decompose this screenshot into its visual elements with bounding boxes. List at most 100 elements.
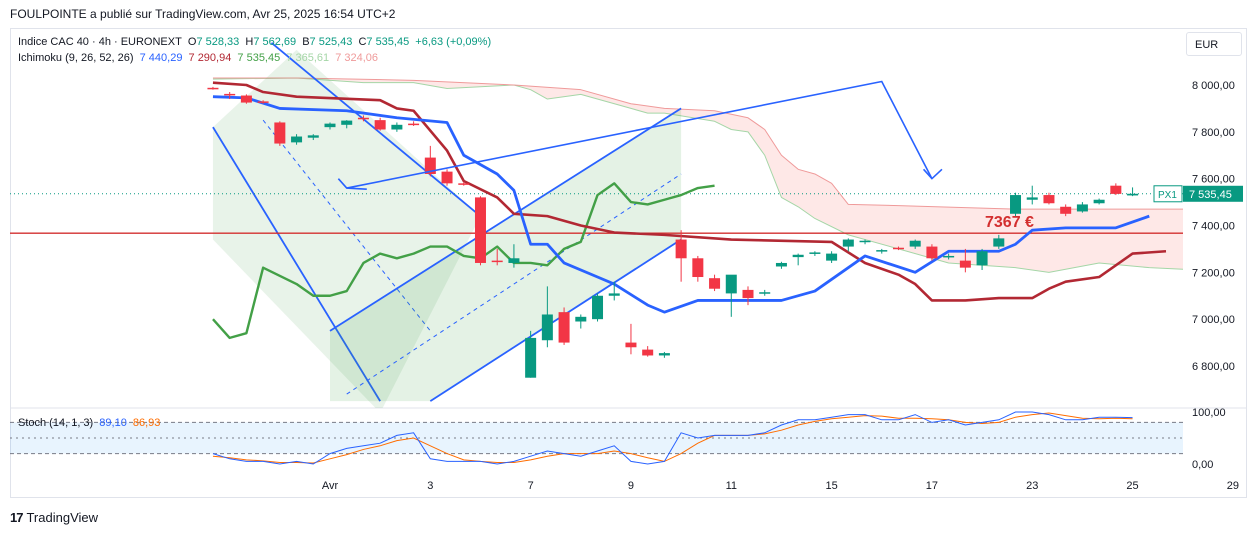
tenkan-line: [212, 95, 1150, 314]
candle-bull: [826, 253, 838, 261]
footer-brand[interactable]: TradingView: [26, 510, 99, 525]
candle-bull: [658, 353, 670, 356]
candle-bear: [926, 246, 938, 259]
annotation-arrow-path: [346, 80, 933, 189]
main-legend: Indice CAC 40 · 4h · EURONEXT O7 528,33 …: [18, 35, 494, 49]
candle-bear: [692, 258, 704, 278]
close-value: 7 535,45: [366, 36, 410, 48]
candle-bear: [458, 183, 470, 185]
ichimoku-label[interactable]: Ichimoku (9, 26, 52, 26): [18, 52, 134, 64]
close-label: C: [358, 36, 367, 48]
ichimoku-cloud: [518, 85, 1183, 273]
candle-bear: [1060, 206, 1072, 214]
stoch-band-fill: [10, 422, 1183, 454]
price-tag-value: 7 535,45: [1189, 189, 1232, 201]
price-axis-tick-label: 8 000,00: [1192, 80, 1235, 92]
senkou-a-line: [212, 77, 1183, 273]
candle-bull: [993, 238, 1005, 247]
candle-bear: [408, 123, 420, 126]
ichimoku-chikou-value: 7 535,45: [237, 52, 281, 64]
ichimoku-legend: Ichimoku (9, 26, 52, 26) 7 440,29 7 290,…: [18, 51, 381, 65]
price-axis-tick-label: 7 200,00: [1192, 267, 1235, 279]
candle-bear: [441, 171, 453, 184]
kijun-line: [212, 81, 1167, 302]
price-axis-tick-label: 7 600,00: [1192, 174, 1235, 186]
candle-bull: [291, 136, 303, 143]
high-value: 7 562,69: [253, 36, 297, 48]
candle-bull: [1127, 193, 1139, 196]
ascending-lower-line: [429, 238, 682, 402]
candle-bear: [491, 260, 503, 263]
stoch-k-value: 89,10: [99, 417, 127, 429]
ascending-mid-line: [346, 173, 682, 395]
symbol-label[interactable]: Indice CAC 40 · 4h · EURONEXT: [18, 36, 182, 48]
candle-bull: [592, 295, 604, 320]
high-label: H: [245, 36, 254, 48]
time-axis-tick-label: 29: [1227, 480, 1239, 492]
candle-bull: [876, 250, 888, 252]
time-axis-tick-label: 7: [528, 480, 534, 492]
candle-bull: [809, 252, 821, 254]
candle-bull: [775, 262, 787, 267]
price-axis-tick-label: 7 800,00: [1192, 127, 1235, 139]
candle-bear: [1043, 195, 1055, 204]
candle-bear: [959, 260, 971, 268]
currency-button[interactable]: EUR: [1186, 32, 1242, 56]
candle-bull: [575, 316, 587, 322]
candle-bull: [525, 337, 537, 378]
stoch-axis-tick-label: 100,00: [1192, 407, 1226, 419]
chart-frame: [10, 28, 1247, 498]
candle-bull: [842, 239, 854, 247]
ichimoku-senkou-a-value: 7 365,61: [286, 52, 330, 64]
publication-title: FOULPOINTE a publié sur TradingView.com,…: [10, 7, 396, 21]
stoch-label[interactable]: Stoch (14, 1, 3): [18, 417, 94, 429]
candle-bull: [976, 251, 988, 266]
candle-bear: [742, 289, 754, 299]
candle-bull: [391, 124, 403, 130]
footer: 17 TradingView: [10, 508, 98, 528]
candle-bear: [625, 342, 637, 348]
candle-bear: [274, 122, 286, 144]
stoch-k-line: [212, 411, 1133, 465]
candle-bull: [1026, 197, 1038, 200]
candle-bull: [943, 255, 955, 258]
channel-mid-line: [262, 119, 431, 332]
candle-bull: [759, 292, 771, 294]
price-axis-tick-label: 7 400,00: [1192, 221, 1235, 233]
candle-bull: [859, 240, 871, 243]
candle-bull: [909, 240, 921, 247]
tradingview-logo-icon[interactable]: 17: [10, 510, 24, 525]
stoch-axis-tick-label: 0,00: [1192, 459, 1213, 471]
candle-bull: [792, 254, 804, 258]
price-tag-box: [1183, 185, 1243, 202]
candle-bull: [725, 274, 737, 294]
candle-bear: [642, 349, 654, 356]
candle-bear: [207, 87, 219, 90]
price-tag-label-box: [1153, 185, 1183, 203]
arrow-head-left: [337, 178, 367, 191]
candle-bull: [1076, 204, 1088, 212]
candle-bear: [558, 312, 570, 343]
stoch-legend: Stoch (14, 1, 3) 89,10 86,93: [18, 416, 163, 430]
price-axis-tick-label: 7 000,00: [1192, 314, 1235, 326]
time-axis-tick-label: 11: [726, 480, 737, 492]
candle-bear: [257, 101, 269, 103]
candle-bull: [341, 120, 353, 125]
candle-bear: [374, 120, 386, 130]
change-value: +6,63 (+0,09%): [415, 36, 492, 48]
candle-bull: [608, 293, 620, 296]
open-label: O: [187, 36, 197, 48]
time-axis-tick-label: Avr: [322, 480, 339, 492]
low-value: 7 525,43: [309, 36, 353, 48]
time-axis-tick-label: 17: [926, 480, 938, 492]
candle-bull: [1093, 199, 1105, 204]
main-plot: 7367 €: [10, 42, 1183, 408]
ichimoku-senkou-b-value: 7 324,06: [335, 52, 379, 64]
time-axis-tick-label: 9: [628, 480, 634, 492]
publication-header: FOULPOINTE a publié sur TradingView.com,…: [0, 0, 1257, 28]
time-axis-tick-label: 15: [825, 480, 837, 492]
candle-bear: [224, 93, 236, 96]
candle-bear: [424, 157, 436, 174]
candle-bull: [541, 314, 553, 341]
